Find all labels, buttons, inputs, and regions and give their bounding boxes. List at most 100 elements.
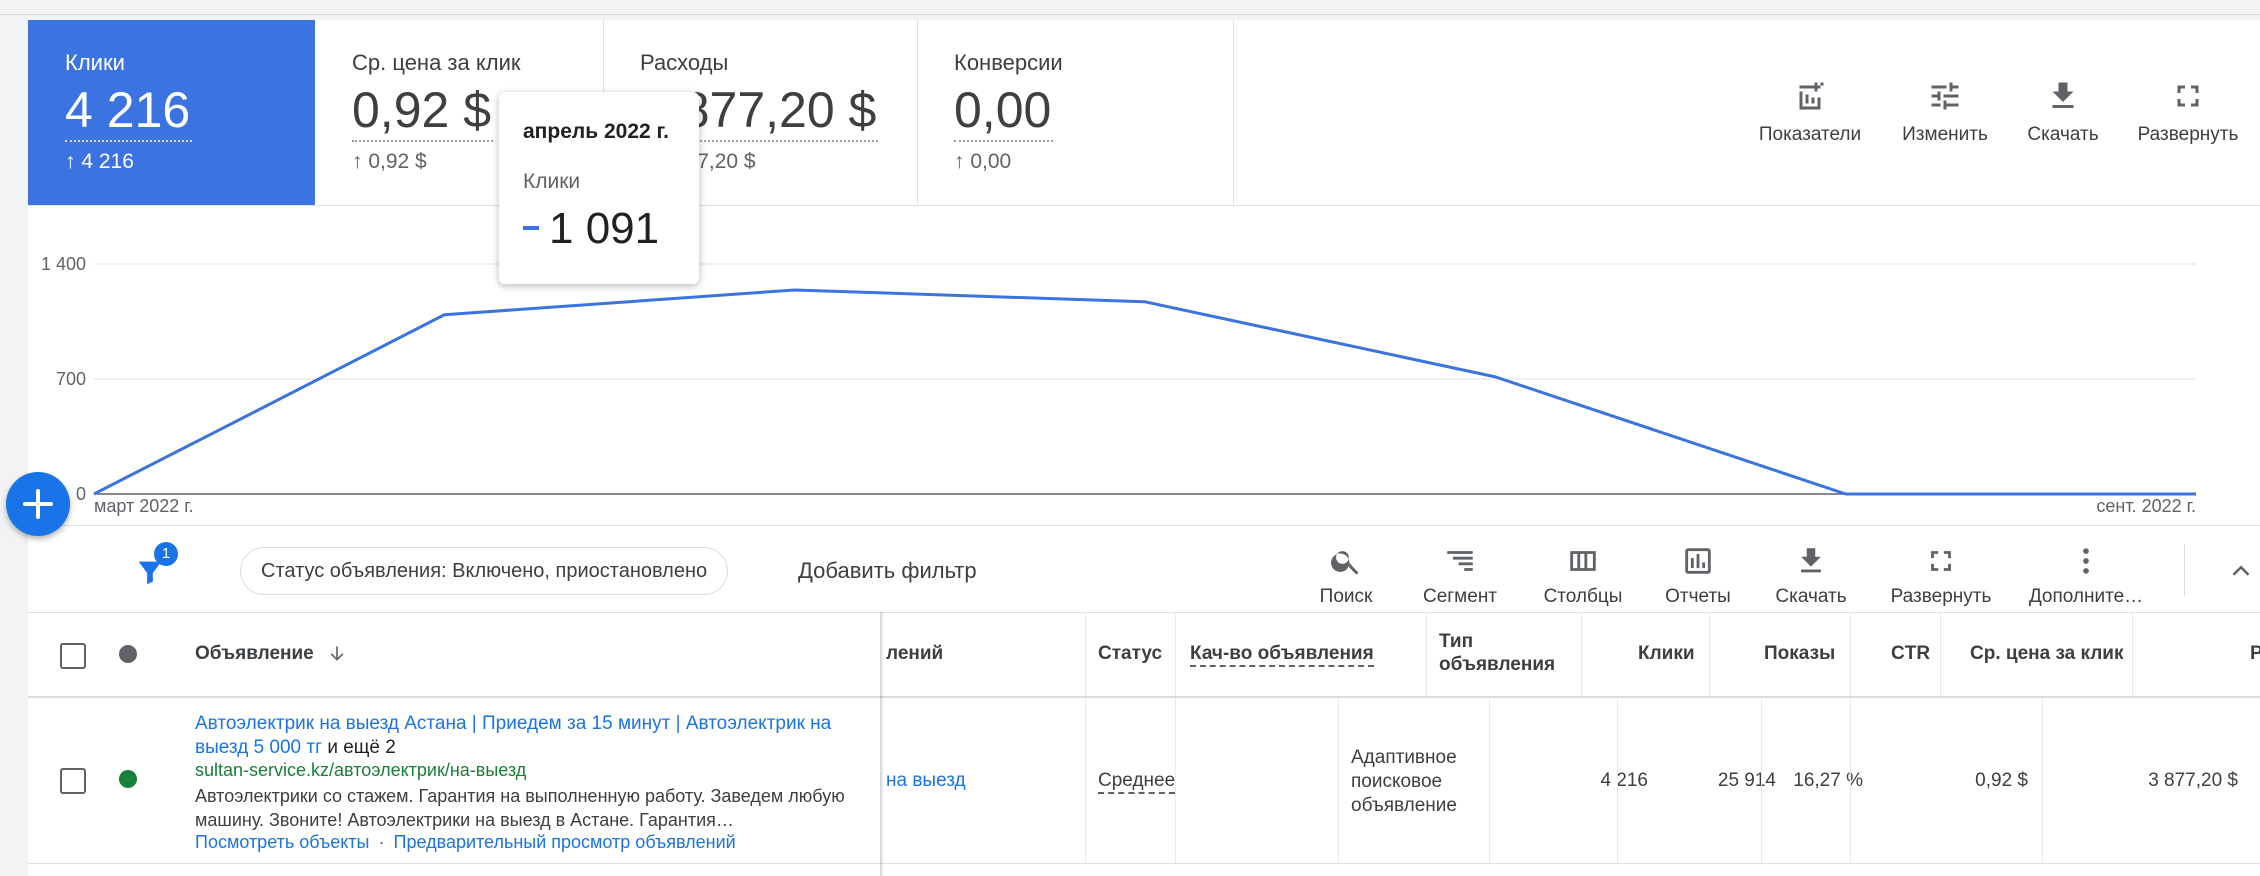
campaign-overview-card: Клики 4 216 ↑ 4 216 Ср. цена за клик 0,9… <box>28 20 2260 876</box>
filter-count-badge: 1 <box>154 542 178 566</box>
column-divider <box>1175 612 1176 696</box>
more-label: Дополните… <box>2028 586 2144 607</box>
reports-label: Отчеты <box>1665 586 1731 607</box>
header-ad-label: Объявление <box>195 643 314 664</box>
metric-conversions[interactable]: Конверсии 0,00 ↑ 0,00 <box>917 20 1234 205</box>
ctr-value: 16,27 % <box>1793 770 1863 791</box>
ad-headline-text[interactable]: Автоэлектрик на выезд Астана | Приедем з… <box>195 713 832 758</box>
frozen-column-shadow <box>880 612 884 876</box>
expand-tool-button[interactable]: Развернуть <box>2128 78 2248 146</box>
ad-more-headlines: и ещё 2 <box>327 737 396 758</box>
metric-delta: ↑ 4 216 <box>65 150 134 173</box>
view-assets-link[interactable]: Посмотреть объекты <box>195 832 370 852</box>
tooltip-metric: Клики <box>523 170 581 193</box>
chart-tooltip: апрель 2022 г. Клики 1 091 <box>499 92 699 284</box>
metric-clicks[interactable]: Клики 4 216 ↑ 4 216 <box>28 20 315 205</box>
column-divider <box>1489 698 1490 863</box>
filter-icon[interactable] <box>133 556 167 590</box>
add-fab-button[interactable] <box>6 472 70 536</box>
metric-value: 4 216 <box>65 80 193 142</box>
metric-label: Конверсии <box>954 50 1063 75</box>
ad-headline[interactable]: Автоэлектрик на выезд Астана | Приедем з… <box>195 712 855 760</box>
clicks-series-line[interactable] <box>93 288 2196 496</box>
column-divider <box>1761 698 1762 863</box>
status-filter-chip[interactable]: Статус объявления: Включено, приостановл… <box>240 547 729 595</box>
segment-label: Сегмент <box>1422 586 1498 607</box>
filter-bar: 1 Статус объявления: Включено, приостано… <box>28 525 2260 613</box>
reports-button[interactable]: Отчеты <box>1648 544 1748 608</box>
add-filter-button[interactable]: Добавить фильтр <box>798 558 977 583</box>
download-icon <box>2052 82 2074 108</box>
status-column-icon <box>119 645 137 663</box>
header-ad-group[interactable]: лений <box>886 643 944 664</box>
search-button[interactable]: Поиск <box>1301 544 1391 608</box>
download-tool-label: Скачать <box>2027 124 2099 145</box>
tooltip-value: 1 091 <box>549 204 660 253</box>
download-icon <box>1801 548 1821 573</box>
tooltip-series-marker <box>523 226 539 230</box>
header-clicks[interactable]: Клики <box>1638 643 1695 664</box>
column-divider <box>1617 698 1618 863</box>
top-bar <box>0 0 2260 15</box>
ad-group-link[interactable]: на выезд <box>886 770 966 791</box>
column-divider <box>1709 612 1710 696</box>
clicks-value: 4 216 <box>1600 770 1648 791</box>
status-enabled-dot[interactable] <box>119 770 137 788</box>
y-tick-label: 1 400 <box>41 254 86 274</box>
impressions-value: 25 914 <box>1717 770 1776 791</box>
edit-tool-label: Изменить <box>1902 124 1988 145</box>
clicks-line-chart: 0 700 1 400 март 2022 г. сент. 2022 г. <box>41 254 2196 516</box>
metrics-tool-button[interactable]: Показатели <box>1750 78 1870 146</box>
columns-icon <box>1570 551 1596 571</box>
header-ad[interactable]: Объявление <box>195 643 347 665</box>
header-impressions[interactable]: Показы <box>1764 643 1836 664</box>
column-divider <box>1338 698 1339 863</box>
ad-links: Посмотреть объекты · Предварительный про… <box>195 832 736 853</box>
x-end-label: сент. 2022 г. <box>2096 496 2196 516</box>
column-divider <box>1850 612 1851 696</box>
preview-ads-link[interactable]: Предварительный просмотр объявлений <box>393 832 736 852</box>
segment-button[interactable]: Сегмент <box>1410 544 1510 608</box>
download-label: Скачать <box>1775 586 1847 607</box>
column-divider <box>1581 612 1582 696</box>
ad-quality-value[interactable]: Среднее <box>1098 770 1176 794</box>
table-header: Объявление лений Статус Кач-во объявлени… <box>28 612 2260 698</box>
metric-value: 0,00 <box>954 80 1054 142</box>
more-vert-icon <box>2083 548 2089 574</box>
header-cost[interactable]: Р <box>2250 643 2260 664</box>
add-chart-icon <box>1799 82 1824 110</box>
header-ad-type[interactable]: Тип объявления <box>1439 631 1556 675</box>
column-divider <box>2042 698 2043 863</box>
metric-delta: ↑ 0,00 <box>954 150 1012 173</box>
column-divider <box>1850 698 1851 863</box>
more-button[interactable]: Дополните… <box>2024 544 2148 608</box>
cpc-value: 0,92 $ <box>1975 770 2028 791</box>
search-icon <box>1331 551 1359 575</box>
columns-button[interactable]: Столбцы <box>1533 544 1633 608</box>
download-tool-button[interactable]: Скачать <box>2018 78 2108 146</box>
segment-icon <box>1447 551 1473 571</box>
row-checkbox[interactable] <box>60 768 86 794</box>
metric-delta: ↑ 0,92 $ <box>352 150 427 173</box>
edit-tool-button[interactable]: Изменить <box>1890 78 2000 146</box>
column-divider <box>1085 698 1086 863</box>
fullscreen-icon <box>1931 551 1951 571</box>
expand-label: Развернуть <box>1890 586 1992 607</box>
column-divider <box>2132 612 2133 696</box>
header-quality[interactable]: Кач-во объявления <box>1190 643 1374 667</box>
tooltip-date: апрель 2022 г. <box>523 120 669 143</box>
metric-cpc[interactable]: Ср. цена за клик 0,92 $ ↑ 0,92 $ <box>315 20 604 205</box>
x-start-label: март 2022 г. <box>94 496 194 516</box>
select-all-checkbox[interactable] <box>60 643 86 669</box>
header-ctr[interactable]: CTR <box>1891 643 1931 664</box>
chevron-up-icon[interactable] <box>2226 556 2256 586</box>
metrics-row: Клики 4 216 ↑ 4 216 Ср. цена за клик 0,9… <box>28 20 2260 206</box>
reports-icon <box>1685 548 1711 574</box>
search-label: Поиск <box>1319 586 1373 607</box>
columns-label: Столбцы <box>1543 586 1623 607</box>
table-expand-button[interactable]: Развернуть <box>1881 544 2001 608</box>
header-cpc[interactable]: Ср. цена за клик <box>1970 643 2124 664</box>
column-divider <box>1426 612 1427 696</box>
table-download-button[interactable]: Скачать <box>1766 544 1856 608</box>
header-status[interactable]: Статус <box>1098 643 1163 664</box>
